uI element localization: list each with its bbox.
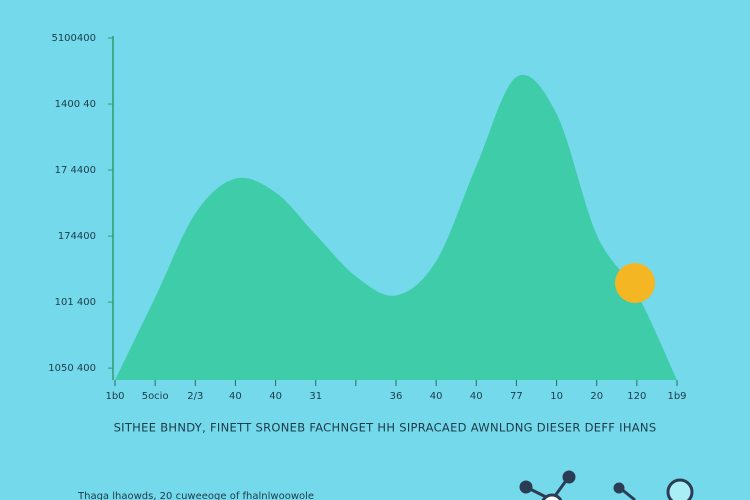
y-tick-label: 17 4400 (55, 165, 96, 176)
area (115, 74, 677, 381)
footnote: Thaga lhaowds, 20 cuweeoge of fhalnlwoow… (77, 491, 314, 500)
y-tick-label: 174400 (58, 231, 96, 242)
x-tick-label: 40 (470, 391, 483, 402)
y-tick-label: 1400 40 (55, 99, 96, 110)
x-tick-label: 2/3 (187, 391, 203, 402)
y-tick-label: 101 400 (55, 297, 96, 308)
y-tick-label: 5100400 (51, 33, 96, 44)
x-tick-label: 10 (550, 391, 563, 402)
x-tick-label: 20 (590, 391, 603, 402)
magnifier-icon (666, 478, 694, 500)
x-tick-label: 120 (627, 391, 646, 402)
x-tick-label: 36 (390, 391, 403, 402)
y-tick-label: 1050 400 (48, 363, 96, 374)
x-tick-label: 40 (269, 391, 282, 402)
x-tick-label: 31 (309, 391, 322, 402)
x-tick-label: 40 (430, 391, 443, 402)
highlight-dot (615, 263, 655, 303)
x-tick-label: 40 (229, 391, 242, 402)
x-tick-label: 1b0 (105, 391, 124, 402)
caption: SITHEE BHNDY, FINETT SRONEB FACHNGET HH … (114, 421, 657, 435)
x-tick-label: 77 (510, 391, 523, 402)
x-tick-label: 1b9 (667, 391, 686, 402)
molecule-icon (519, 470, 636, 500)
x-tick-label: 5ocio (142, 391, 169, 402)
